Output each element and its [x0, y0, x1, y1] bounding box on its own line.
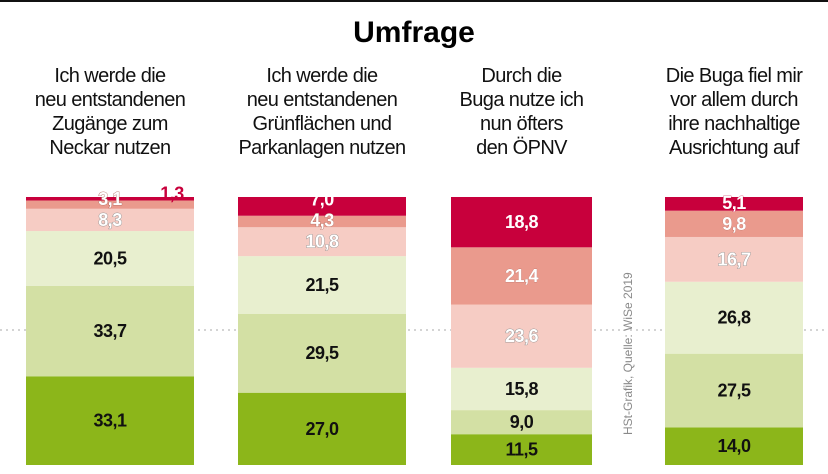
data-label: 27,5	[717, 381, 751, 401]
data-label: 10,8	[305, 232, 339, 252]
data-label: 9,0	[510, 412, 534, 432]
category-label: Parkanlagen nutzen	[238, 137, 405, 159]
data-label: 4,3	[310, 210, 334, 230]
bar-segment	[238, 227, 406, 257]
data-label: 1,3	[160, 183, 184, 203]
category-label: ihre nachhaltige	[668, 113, 800, 135]
data-label: 11,5	[505, 440, 538, 460]
category-label: Ich werde die	[54, 65, 166, 87]
data-label: 8,3	[98, 210, 122, 230]
category-label: Neckar nutzen	[49, 137, 170, 159]
category-label: nun öfters	[480, 113, 564, 135]
data-label: 9,8	[722, 214, 746, 234]
data-label: 7,0	[310, 189, 334, 209]
category-label: neu entstandenen	[247, 89, 398, 111]
data-label: 33,7	[93, 321, 127, 341]
data-label: 14,0	[717, 436, 751, 456]
category-label: vor allem durch	[670, 89, 798, 111]
bar-segment	[451, 197, 592, 248]
data-label: 20,5	[93, 249, 127, 269]
bar-segment	[26, 285, 194, 377]
bar-segment	[451, 410, 592, 435]
data-label: 33,1	[93, 411, 127, 431]
category-label: neu entstandenen	[35, 89, 186, 111]
bar-segment	[665, 427, 803, 465]
data-label: 29,5	[305, 343, 339, 363]
bar-segment	[665, 197, 803, 211]
chart-title: Umfrage	[353, 16, 475, 49]
category-label: Die Buga fiel mir	[666, 65, 803, 87]
bar-segment	[26, 376, 194, 465]
bar-segment	[238, 392, 406, 465]
bar-segment	[26, 197, 194, 201]
bar-segment	[451, 247, 592, 305]
bar-segment	[451, 367, 592, 411]
data-label: 15,8	[505, 379, 539, 399]
bar-segment	[451, 434, 592, 465]
bar-segment	[238, 313, 406, 393]
bar-segment	[665, 210, 803, 237]
category-label: den ÖPNV	[476, 137, 568, 159]
bar-segment	[238, 215, 406, 228]
data-label: 16,7	[717, 249, 751, 269]
bar-segment	[665, 353, 803, 428]
data-label: 26,8	[717, 308, 751, 328]
category-label: Buga nutze ich	[460, 89, 584, 111]
bar-segment	[26, 231, 194, 286]
bar-segment	[238, 256, 406, 314]
category-label: Grünflächen und	[253, 113, 392, 135]
category-label: Durch die	[481, 65, 562, 87]
bar-segment	[665, 236, 803, 282]
bar-segment	[238, 197, 406, 216]
bar-segment	[26, 208, 194, 232]
data-label: 18,8	[505, 212, 539, 232]
data-label: 3,1	[98, 189, 122, 209]
category-label: Zugänge zum	[52, 113, 168, 135]
category-label: Ausrichtung auf	[669, 137, 800, 159]
bar-segment	[665, 281, 803, 354]
data-label: 27,0	[305, 419, 339, 439]
bar-segment	[451, 304, 592, 368]
data-label: 21,5	[305, 275, 339, 295]
bar-segment	[26, 200, 194, 209]
data-label: 21,4	[505, 266, 539, 286]
data-label: 5,1	[722, 193, 746, 213]
source-note: HSt-Grafik, Quelle: WiSe 2019	[621, 272, 635, 435]
data-label: 23,6	[505, 326, 539, 346]
category-label: Ich werde die	[266, 65, 378, 87]
